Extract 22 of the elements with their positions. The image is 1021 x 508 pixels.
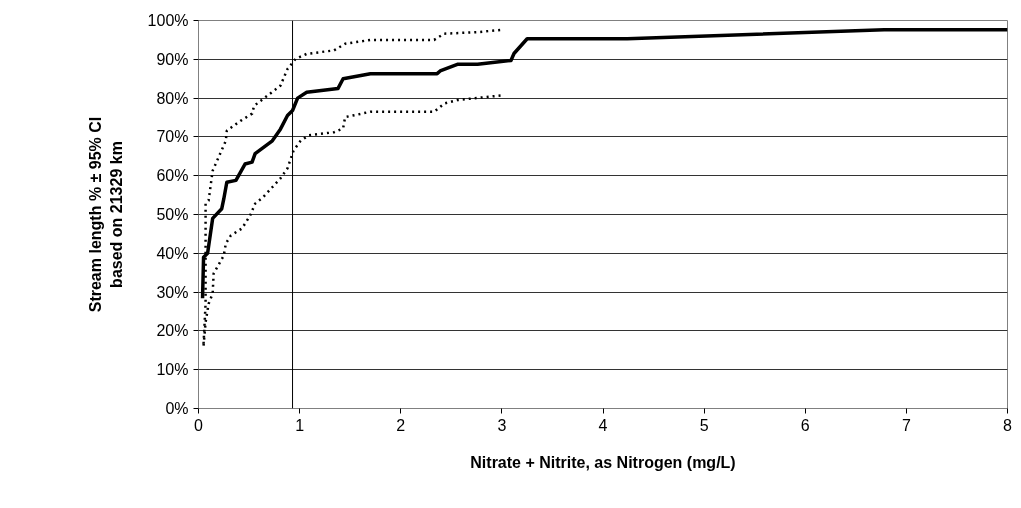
x-tick-label: 6 (800, 416, 810, 434)
y-tick-label: 10% (156, 361, 189, 379)
y-tick-label: 90% (156, 50, 189, 68)
x-tick-label: 0 (194, 416, 204, 434)
y-tick-label: 20% (156, 322, 189, 340)
x-axis-title: Nitrate + Nitrite, as Nitrogen (mg/L) (470, 453, 736, 471)
x-tick-label: 4 (598, 416, 608, 434)
y-tick-label: 70% (156, 128, 189, 146)
y-tick-label: 80% (156, 89, 189, 107)
y-tick-label: 50% (156, 206, 189, 223)
y-tick-label: 0% (165, 400, 189, 417)
y-tick-label: 100% (147, 12, 189, 29)
x-tick-label: 7 (901, 416, 911, 434)
y-tick-label: 60% (156, 167, 189, 185)
y-axis-title: Stream length % ± 95% CI based on 21329 km (87, 116, 125, 313)
x-tick-label: 2 (396, 416, 406, 434)
x-tick-label: 8 (1003, 416, 1013, 434)
x-tick-label: 1 (295, 416, 305, 434)
y-tick-label: 40% (156, 244, 189, 262)
x-tick-label: 5 (699, 416, 709, 434)
y-tick-label: 30% (156, 283, 189, 301)
x-tick-label: 3 (497, 416, 507, 434)
